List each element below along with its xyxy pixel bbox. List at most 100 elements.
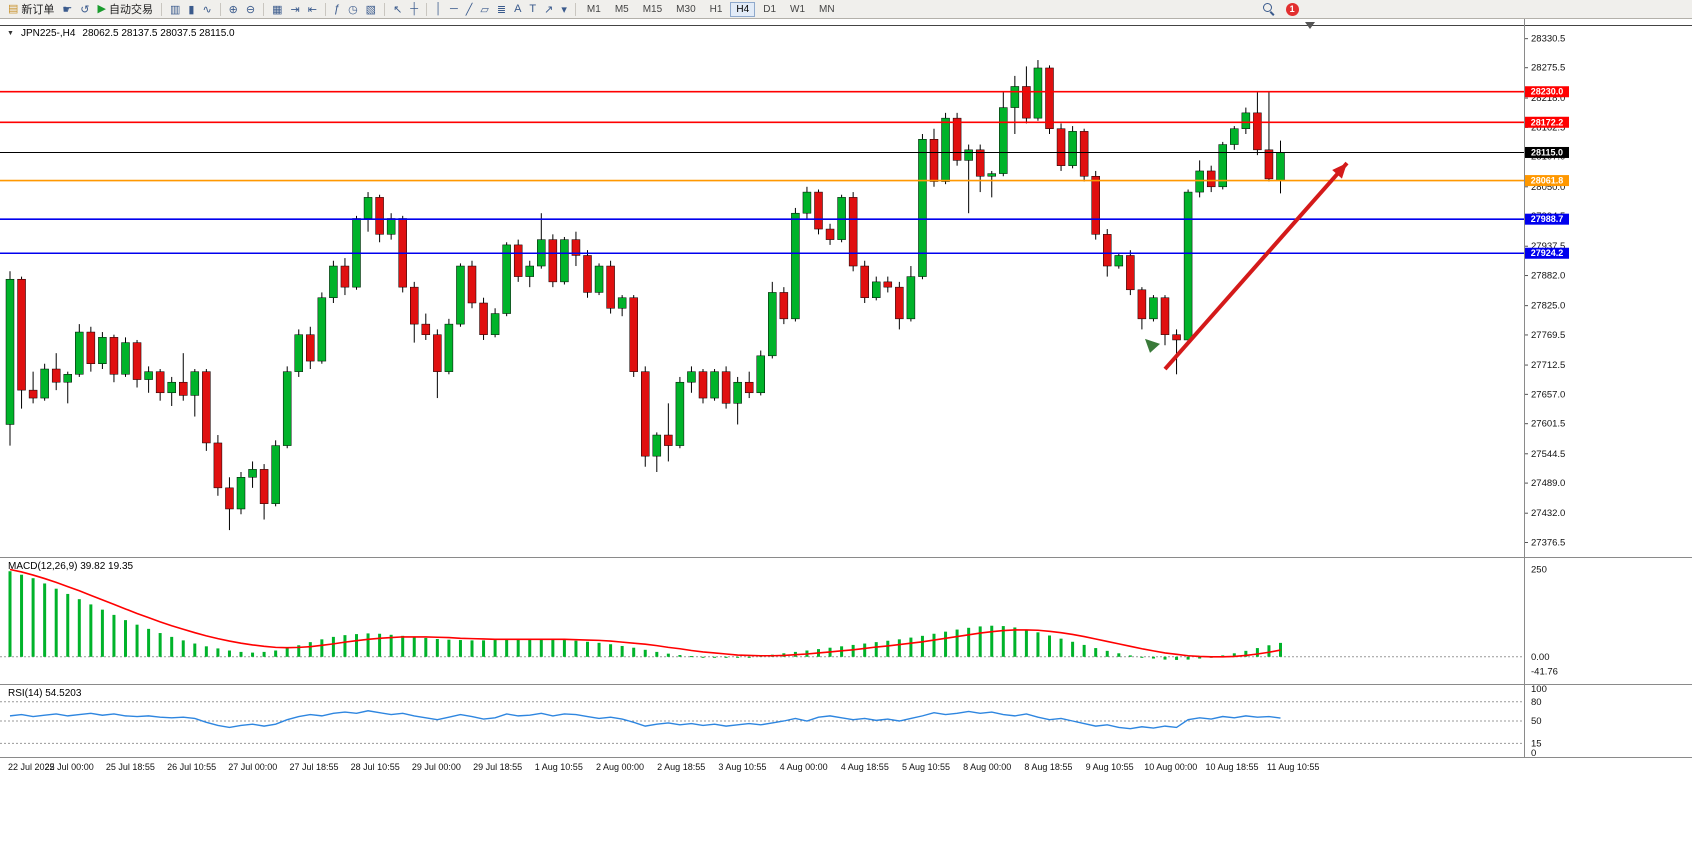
toolbar: ▤ 新订单 ☛ ↺ ▶ 自动交易 ▥ ▮ ∿ ⊕ ⊖ ▦ ⇥ ⇤ ƒ ◷ ▧ ↖ ┼ │ ─ ╱ ▱ ≣ A T ↗ ▾ M…: [0, 0, 1692, 19]
candle-up: [1195, 170, 1204, 193]
candle-up: [190, 371, 200, 396]
rsi-panel[interactable]: 100 80 50 150: [0, 685, 1692, 757]
price-level-label: [1525, 146, 1569, 158]
candle-up: [594, 265, 604, 293]
candle-up: [98, 337, 107, 364]
chart-shift-icon[interactable]: ⇤: [307, 3, 317, 16]
candle-down: [513, 244, 523, 277]
candle-down: [1079, 131, 1089, 177]
indicators-icon[interactable]: ƒ: [333, 3, 341, 15]
bar-chart-icon[interactable]: ▥: [169, 3, 181, 16]
zoom-in-icon[interactable]: ⊕: [228, 3, 238, 16]
horizontal-line-icon[interactable]: ─: [449, 3, 458, 15]
panel-splitter-rsi[interactable]: [0, 684, 1692, 685]
vertical-line-icon[interactable]: │: [435, 3, 442, 15]
candle-up: [1183, 191, 1193, 341]
price-levels[interactable]: 28230.0 28172.2 28115.0 28061.8 27988.7 27924…: [0, 86, 1569, 259]
svg-text:27601.5: 27601.5: [1531, 419, 1565, 430]
time-label: 26 Jul 10:55: [167, 762, 217, 772]
price-axis[interactable]: 28330.528275.528218.028162.528107.028050…: [1524, 34, 1565, 549]
timeframe-h1[interactable]: H1: [709, 3, 723, 15]
templates-icon[interactable]: ▧: [365, 3, 377, 16]
toolbar-separator: [426, 2, 428, 16]
candle-up: [294, 334, 303, 372]
candle-down: [975, 149, 985, 177]
chart-shift-marker-icon[interactable]: [1305, 22, 1315, 29]
timeframe-m5[interactable]: M5: [614, 3, 629, 15]
macd-histogram: [8, 571, 1282, 660]
trendline-icon[interactable]: ╱: [465, 3, 473, 16]
chart-title: ▼ JPN225-,H4 28062.5 28137.5 28037.5 281…: [7, 28, 235, 39]
search-icon[interactable]: [1262, 2, 1276, 16]
arrows-icon[interactable]: ↗: [544, 3, 554, 16]
panel-splitter-macd[interactable]: [0, 557, 1692, 558]
candle-down: [848, 197, 858, 267]
candle-down: [952, 117, 962, 161]
candlestick-chart-icon[interactable]: ▮: [188, 3, 195, 16]
one-click-trading-triangle-icon[interactable]: ▼: [7, 30, 14, 37]
candle-up: [906, 276, 916, 320]
main-chart[interactable]: 28330.528275.528218.028162.528107.028050…: [0, 19, 1692, 557]
macd-panel[interactable]: 250 0.00 -41.76: [0, 558, 1692, 684]
candles-layer[interactable]: [5, 60, 1285, 531]
time-label: 29 Jul 00:00: [411, 762, 461, 772]
timeframe-w1[interactable]: W1: [790, 3, 806, 15]
macd-axis-label: 250: [1531, 564, 1547, 575]
crosshair-icon[interactable]: ┼: [410, 3, 419, 15]
candle-up: [490, 313, 500, 335]
rsi-axis-label: 80: [1531, 697, 1542, 708]
fibonacci-icon[interactable]: ≣: [496, 3, 507, 16]
new-order-button[interactable]: ▤ 新订单: [4, 1, 58, 18]
rsi-line: [9, 710, 1281, 730]
auto-trading-icon: ▶: [97, 2, 106, 15]
time-label: 9 Aug 10:55: [1085, 762, 1134, 772]
notification-badge[interactable]: 1: [1285, 2, 1299, 16]
zoom-out-icon[interactable]: ⊖: [245, 3, 256, 16]
periods-icon[interactable]: ◷: [348, 3, 358, 16]
text-label-icon[interactable]: T: [529, 3, 537, 15]
candle-up: [1230, 128, 1239, 145]
candle-up: [1276, 152, 1285, 181]
candle-up: [617, 297, 627, 309]
line-chart-icon[interactable]: ∿: [202, 3, 212, 16]
candle-down: [1091, 175, 1100, 235]
svg-text:27882.0: 27882.0: [1531, 271, 1565, 282]
candle-up: [687, 371, 696, 383]
low-marker-icon[interactable]: [1145, 338, 1160, 353]
auto-trading-button[interactable]: ▶ 自动交易: [94, 1, 157, 18]
timeframe-m30[interactable]: M30: [676, 3, 696, 15]
candle-up: [167, 381, 176, 394]
refresh-icon[interactable]: ↺: [80, 3, 90, 16]
rsi-axis-label: 50: [1531, 716, 1542, 727]
candle-up: [710, 371, 719, 399]
new-order-label: 新订单: [21, 4, 55, 16]
trend-arrow[interactable]: [1163, 161, 1349, 371]
tile-windows-icon[interactable]: ▦: [272, 3, 283, 16]
svg-text:28218.0: 28218.0: [1531, 93, 1565, 104]
candle-down: [1022, 86, 1031, 119]
arrows-dropdown-icon[interactable]: ▾: [561, 3, 567, 16]
timeframe-h4[interactable]: H4: [730, 1, 756, 17]
text-icon[interactable]: A: [514, 3, 522, 15]
channel-icon[interactable]: ▱: [480, 3, 489, 16]
candle-down: [583, 255, 592, 293]
auto-scroll-icon[interactable]: ⇥: [290, 3, 300, 16]
timeframe-m1[interactable]: M1: [586, 3, 601, 15]
candle-down: [479, 302, 488, 335]
time-label: 28 Jul 10:55: [350, 762, 400, 772]
pointer-hand-icon[interactable]: ☛: [62, 3, 73, 16]
svg-text:27657.0: 27657.0: [1531, 389, 1565, 400]
candle-down: [421, 323, 431, 335]
time-axis-border: [0, 757, 1692, 758]
timeframe-mn[interactable]: MN: [819, 3, 835, 15]
macd-axis-label: 0.00: [1531, 652, 1550, 663]
candle-up: [791, 212, 800, 320]
cursor-icon[interactable]: ↖: [393, 3, 403, 16]
time-axis[interactable]: 22 Jul 2022 25 Jul 00:00 25 Jul 18:55 26 Ju…: [0, 758, 1692, 776]
timeframe-m15[interactable]: M15: [642, 3, 663, 15]
candle-down: [629, 297, 638, 372]
timeframe-d1[interactable]: D1: [763, 3, 777, 15]
time-label: 27 Jul 18:55: [289, 762, 339, 772]
new-order-icon: ▤: [8, 2, 19, 15]
macd-axis-label: -41.76: [1531, 666, 1558, 677]
